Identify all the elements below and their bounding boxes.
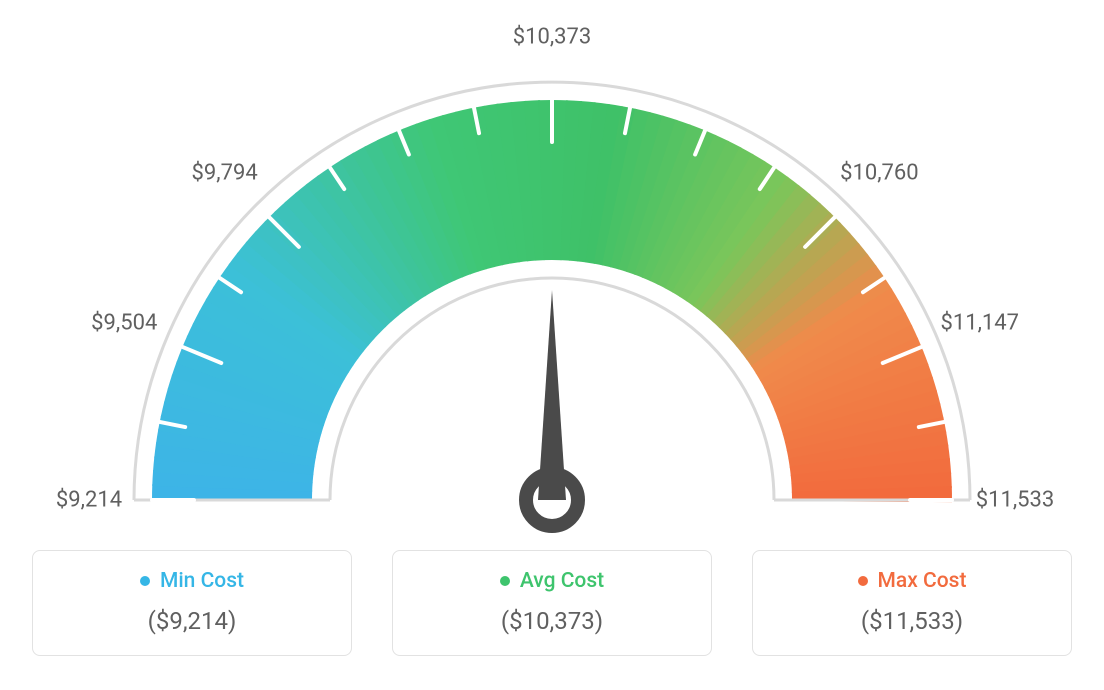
tick-label: $11,147 [940, 310, 1019, 335]
legend-value: ($11,533) [763, 607, 1061, 635]
tick-label: $10,373 [513, 25, 592, 50]
dot-icon [858, 576, 868, 586]
legend-label: Avg Cost [520, 569, 604, 593]
dot-icon [500, 576, 510, 586]
tick-label: $9,214 [56, 488, 122, 513]
legend-title-avg: Avg Cost [500, 569, 604, 593]
tick-label: $10,760 [840, 160, 919, 185]
legend-label: Max Cost [878, 569, 967, 593]
legend-card-min: Min Cost ($9,214) [32, 550, 352, 656]
tick-label: $11,533 [976, 488, 1055, 513]
cost-gauge: $9,214 $9,504 $9,794 $10,373 $10,760 $11,147 $… [0, 0, 1104, 540]
dot-icon [140, 576, 150, 586]
gauge-svg [0, 0, 1104, 540]
legend-title-min: Min Cost [140, 569, 244, 593]
legend-label: Min Cost [160, 569, 244, 593]
legend-row: Min Cost ($9,214) Avg Cost ($10,373) Max… [0, 550, 1104, 656]
tick-label: $9,794 [192, 160, 258, 185]
tick-label: $9,504 [91, 310, 157, 335]
legend-card-avg: Avg Cost ($10,373) [392, 550, 712, 656]
legend-card-max: Max Cost ($11,533) [752, 550, 1072, 656]
legend-title-max: Max Cost [858, 569, 967, 593]
legend-value: ($10,373) [403, 607, 701, 635]
legend-value: ($9,214) [43, 607, 341, 635]
